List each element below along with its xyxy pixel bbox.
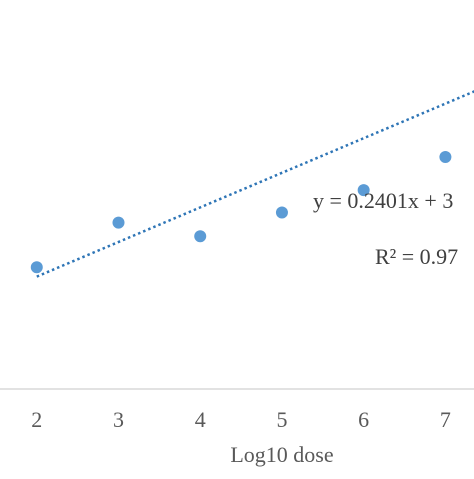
data-point — [112, 216, 125, 229]
x-tick-label: 4 — [195, 407, 206, 432]
data-point — [275, 206, 288, 219]
trendline-r-squared: R² = 0.97 — [375, 244, 458, 269]
x-tick-labels: 2 3 4 5 6 7 — [31, 407, 451, 432]
x-tick-label: 6 — [358, 407, 369, 432]
data-point — [194, 230, 207, 243]
x-tick-label: 7 — [440, 407, 451, 432]
x-axis-title: Log10 dose — [230, 442, 333, 467]
x-tick-label: 2 — [31, 407, 42, 432]
x-tick-label: 5 — [276, 407, 287, 432]
trendline-equation: y = 0.2401x + 3 — [313, 188, 453, 213]
data-points — [30, 151, 452, 274]
data-point — [357, 184, 370, 197]
x-tick-label: 3 — [113, 407, 124, 432]
data-point — [30, 261, 43, 274]
data-point — [439, 151, 452, 164]
